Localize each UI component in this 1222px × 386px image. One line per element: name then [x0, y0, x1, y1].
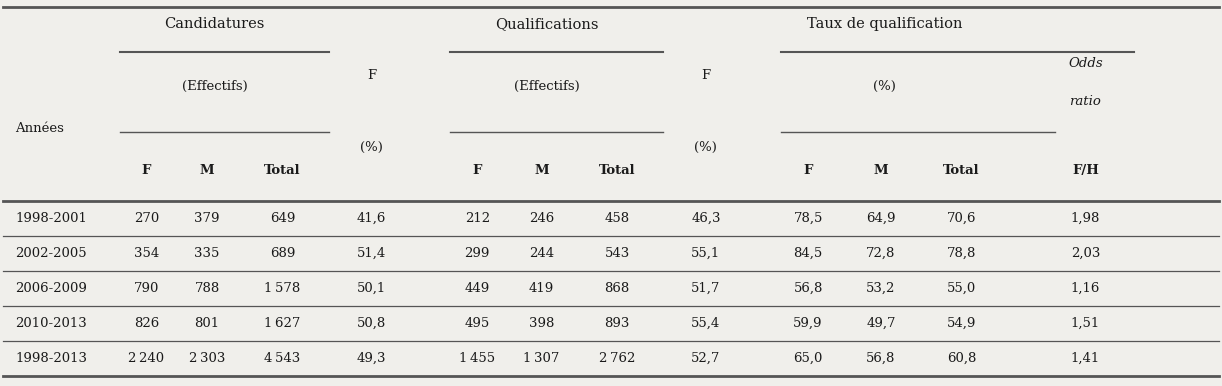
Text: 449: 449: [464, 282, 490, 295]
Text: 2 762: 2 762: [599, 352, 635, 365]
Text: 41,6: 41,6: [357, 212, 386, 225]
Text: F: F: [473, 164, 481, 177]
Text: 54,9: 54,9: [947, 317, 976, 330]
Text: 49,7: 49,7: [866, 317, 896, 330]
Text: 51,4: 51,4: [357, 247, 386, 260]
Text: 1 307: 1 307: [523, 352, 560, 365]
Text: 1 578: 1 578: [264, 282, 301, 295]
Text: 893: 893: [605, 317, 629, 330]
Text: 56,8: 56,8: [793, 282, 822, 295]
Text: 335: 335: [194, 247, 220, 260]
Text: M: M: [200, 164, 214, 177]
Text: 2002-2005: 2002-2005: [15, 247, 87, 260]
Text: 379: 379: [194, 212, 220, 225]
Text: 60,8: 60,8: [947, 352, 976, 365]
Text: 270: 270: [133, 212, 159, 225]
Text: F: F: [803, 164, 813, 177]
Text: 84,5: 84,5: [793, 247, 822, 260]
Text: 49,3: 49,3: [357, 352, 386, 365]
Text: Odds: Odds: [1068, 57, 1102, 70]
Text: 543: 543: [605, 247, 629, 260]
Text: Candidatures: Candidatures: [164, 17, 265, 31]
Text: (%): (%): [360, 141, 382, 154]
Text: 1,41: 1,41: [1070, 352, 1100, 365]
Text: 246: 246: [529, 212, 555, 225]
Text: 826: 826: [133, 317, 159, 330]
Text: 70,6: 70,6: [947, 212, 976, 225]
Text: 55,0: 55,0: [947, 282, 976, 295]
Text: 52,7: 52,7: [692, 352, 721, 365]
Text: 2 240: 2 240: [128, 352, 165, 365]
Text: 788: 788: [194, 282, 220, 295]
Text: M: M: [534, 164, 549, 177]
Text: 790: 790: [133, 282, 159, 295]
Text: 78,5: 78,5: [793, 212, 822, 225]
Text: 56,8: 56,8: [866, 352, 896, 365]
Text: (Effectifs): (Effectifs): [514, 80, 580, 93]
Text: 78,8: 78,8: [947, 247, 976, 260]
Text: 2 303: 2 303: [189, 352, 225, 365]
Text: 1998-2001: 1998-2001: [15, 212, 87, 225]
Text: 1,16: 1,16: [1070, 282, 1100, 295]
Text: 46,3: 46,3: [692, 212, 721, 225]
Text: 212: 212: [464, 212, 490, 225]
Text: Total: Total: [943, 164, 980, 177]
Text: F: F: [142, 164, 152, 177]
Text: 354: 354: [133, 247, 159, 260]
Text: 419: 419: [529, 282, 555, 295]
Text: 689: 689: [270, 247, 296, 260]
Text: F: F: [701, 69, 710, 81]
Text: F: F: [367, 69, 376, 81]
Text: 64,9: 64,9: [866, 212, 896, 225]
Text: ratio: ratio: [1069, 95, 1101, 108]
Text: 72,8: 72,8: [866, 247, 896, 260]
Text: Total: Total: [599, 164, 635, 177]
Text: 65,0: 65,0: [793, 352, 822, 365]
Text: (%): (%): [874, 80, 896, 93]
Text: 50,8: 50,8: [357, 317, 386, 330]
Text: 244: 244: [529, 247, 555, 260]
Text: 801: 801: [194, 317, 220, 330]
Text: 50,1: 50,1: [357, 282, 386, 295]
Text: 1,98: 1,98: [1070, 212, 1100, 225]
Text: Années: Années: [15, 122, 64, 135]
Text: Qualifications: Qualifications: [495, 17, 599, 31]
Text: 398: 398: [529, 317, 555, 330]
Text: 55,1: 55,1: [692, 247, 721, 260]
Text: 59,9: 59,9: [793, 317, 822, 330]
Text: Total: Total: [264, 164, 301, 177]
Text: 458: 458: [605, 212, 629, 225]
Text: (Effectifs): (Effectifs): [182, 80, 247, 93]
Text: 4 543: 4 543: [264, 352, 301, 365]
Text: 649: 649: [270, 212, 296, 225]
Text: 55,4: 55,4: [692, 317, 721, 330]
Text: 2006-2009: 2006-2009: [15, 282, 87, 295]
Text: 53,2: 53,2: [866, 282, 896, 295]
Text: 1,51: 1,51: [1070, 317, 1100, 330]
Text: 1 455: 1 455: [459, 352, 495, 365]
Text: 495: 495: [464, 317, 490, 330]
Text: 299: 299: [464, 247, 490, 260]
Text: 868: 868: [605, 282, 629, 295]
Text: M: M: [874, 164, 888, 177]
Text: 1998-2013: 1998-2013: [15, 352, 87, 365]
Text: F/H: F/H: [1072, 164, 1099, 177]
Text: 2,03: 2,03: [1070, 247, 1100, 260]
Text: 1 627: 1 627: [264, 317, 301, 330]
Text: 2010-2013: 2010-2013: [15, 317, 87, 330]
Text: 51,7: 51,7: [692, 282, 721, 295]
Text: (%): (%): [694, 141, 717, 154]
Text: Taux de qualification: Taux de qualification: [807, 17, 963, 31]
